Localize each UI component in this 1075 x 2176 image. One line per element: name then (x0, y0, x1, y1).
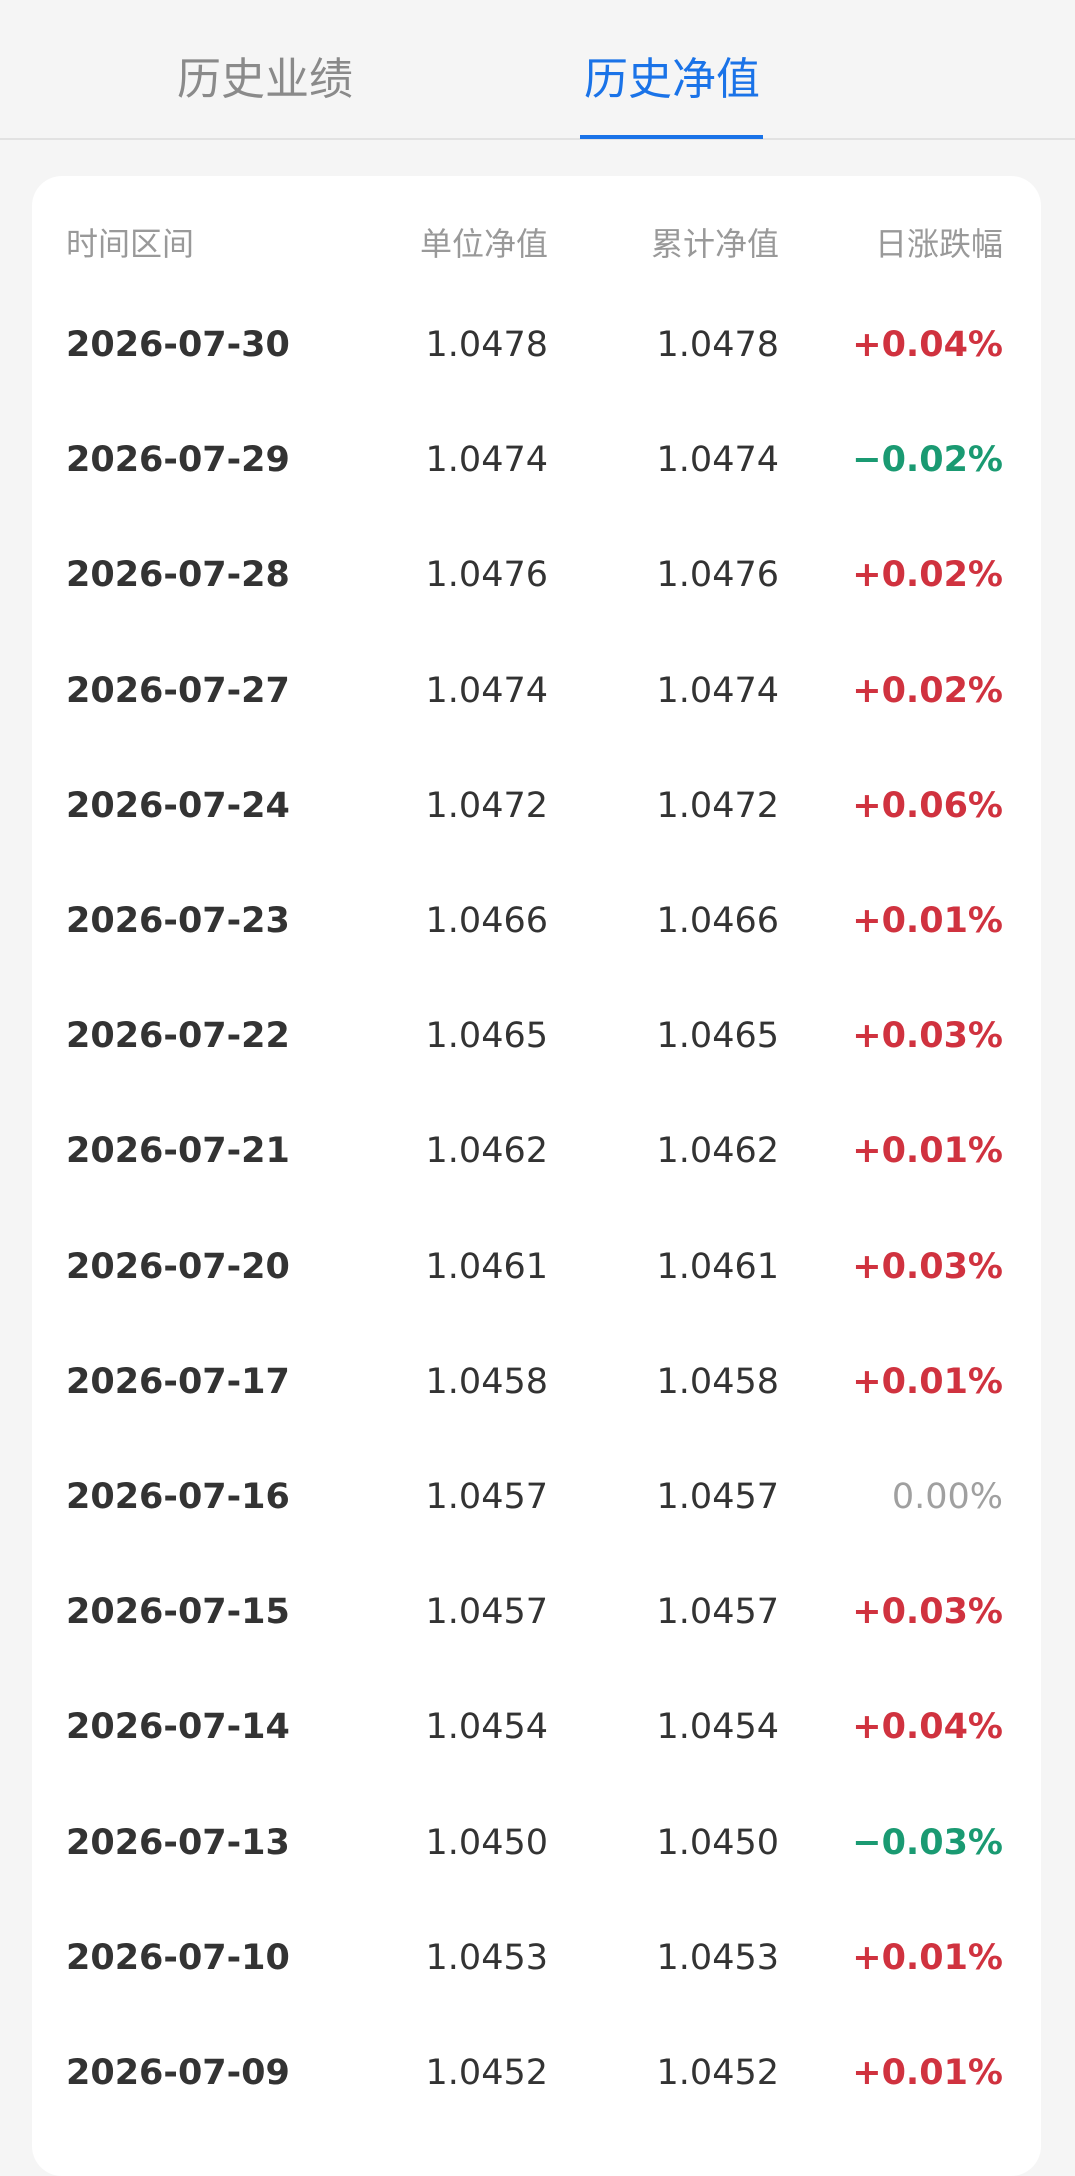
screen: 历史业绩 历史净值 时间区间 单位净值 累计净值 日涨跌幅 2026-07-30 1.04… (0, 0, 1075, 2093)
nav-table: 时间区间 单位净值 累计净值 日涨跌幅 2026-07-30 1.0478 1.0478 +0… (32, 176, 1041, 2176)
nav-value: 1.0453 (656, 1937, 779, 1978)
table-row[interactable]: 2026-07-15 1.0457 1.0457 +0.03% (32, 1582, 1041, 1642)
nav-value: 1.0454 (656, 1707, 779, 1748)
table-row[interactable]: 2026-07-09 1.0452 1.0452 +0.01% (32, 2043, 1041, 2103)
daily-change: +0.01% (852, 2053, 1003, 2093)
daily-change: +0.03% (852, 1016, 1003, 1057)
table-row[interactable]: 2026-07-24 1.0472 1.0472 +0.06% (32, 776, 1041, 836)
header-cell: 日涨跌幅 (874, 225, 1003, 263)
table-row[interactable]: 2026-07-14 1.0454 1.0454 +0.04% (32, 1697, 1041, 1757)
nav-value: 1.0462 (425, 1131, 548, 1172)
nav-value: 1.0450 (425, 1822, 548, 1863)
date: 2026-07-09 (66, 2053, 290, 2093)
table-row[interactable]: 2026-07-21 1.0462 1.0462 +0.01% (32, 1121, 1041, 1181)
table-row[interactable]: 2026-07-13 1.0450 1.0450 −0.03% (32, 1813, 1041, 1873)
daily-change: 0.00% (891, 1477, 1003, 1517)
nav-value: 1.0457 (656, 1592, 779, 1633)
table-row[interactable]: 2026-07-28 1.0476 1.0476 +0.02% (32, 545, 1041, 605)
daily-change: +0.04% (852, 1707, 1003, 1748)
nav-value: 1.0457 (425, 1477, 548, 1517)
nav-value: 1.0472 (425, 785, 548, 826)
nav-value: 1.0476 (656, 555, 779, 596)
daily-change: +0.03% (852, 1246, 1003, 1287)
daily-change: +0.01% (852, 1937, 1003, 1978)
date: 2026-07-10 (66, 1937, 290, 1978)
nav-value: 1.0452 (425, 2053, 548, 2093)
header-cell: 时间区间 (66, 225, 195, 263)
date: 2026-07-17 (66, 1361, 290, 1402)
nav-value: 1.0472 (656, 785, 779, 826)
date: 2026-07-28 (66, 555, 290, 596)
table-row[interactable]: 2026-07-20 1.0461 1.0461 +0.03% (32, 1237, 1041, 1297)
date: 2026-07-23 (66, 901, 290, 941)
nav-value: 1.0457 (425, 1592, 548, 1633)
nav-value: 1.0450 (656, 1822, 779, 1863)
table-row[interactable]: 2026-07-17 1.0458 1.0458 +0.01% (32, 1352, 1041, 1412)
daily-change: +0.03% (852, 1592, 1003, 1633)
nav-value: 1.0465 (656, 1016, 779, 1057)
table-row[interactable]: 2026-07-30 1.0478 1.0478 +0.04% (32, 315, 1041, 375)
nav-value: 1.0474 (425, 440, 548, 481)
date: 2026-07-22 (66, 1016, 290, 1057)
table-row[interactable]: 2026-07-27 1.0474 1.0474 +0.02% (32, 661, 1041, 721)
daily-change: −0.03% (852, 1822, 1003, 1863)
nav-value: 1.0458 (656, 1361, 779, 1402)
nav-value: 1.0453 (425, 1937, 548, 1978)
nav-value: 1.0452 (656, 2053, 779, 2093)
nav-value: 1.0465 (425, 1016, 548, 1057)
tab-bar: 历史业绩 历史净值 (0, 0, 1075, 140)
table-row[interactable]: 2026-07-10 1.0453 1.0453 +0.01% (32, 1928, 1041, 1988)
table-row[interactable]: 2026-07-29 1.0474 1.0474 −0.02% (32, 430, 1041, 490)
daily-change: +0.02% (852, 555, 1003, 596)
nav-value: 1.0474 (656, 440, 779, 481)
nav-value: 1.0474 (656, 670, 779, 711)
nav-value: 1.0457 (656, 1477, 779, 1517)
header-cell: 单位净值 (419, 225, 548, 263)
nav-value: 1.0454 (425, 1707, 548, 1748)
nav-value: 1.0476 (425, 555, 548, 596)
daily-change: +0.06% (852, 785, 1003, 826)
nav-value: 1.0466 (425, 901, 548, 941)
daily-change: −0.02% (852, 440, 1003, 481)
date: 2026-07-16 (66, 1477, 290, 1517)
nav-value: 1.0478 (425, 325, 548, 365)
tab-active[interactable]: 历史净值 (584, 54, 760, 105)
table-header: 时间区间 单位净值 累计净值 日涨跌幅 (32, 214, 1041, 274)
table-row[interactable]: 2026-07-23 1.0466 1.0466 +0.01% (32, 891, 1041, 951)
table-row[interactable]: 2026-07-16 1.0457 1.0457 0.00% (32, 1467, 1041, 1527)
nav-value: 1.0458 (425, 1361, 548, 1402)
nav-value: 1.0462 (656, 1131, 779, 1172)
daily-change: +0.02% (852, 670, 1003, 711)
date: 2026-07-27 (66, 670, 290, 711)
daily-change: +0.04% (852, 325, 1003, 365)
nav-value: 1.0478 (656, 325, 779, 365)
date: 2026-07-30 (66, 325, 290, 365)
daily-change: +0.01% (852, 901, 1003, 941)
date: 2026-07-24 (66, 785, 290, 826)
date: 2026-07-14 (66, 1707, 290, 1748)
date: 2026-07-20 (66, 1246, 290, 1287)
date: 2026-07-29 (66, 440, 290, 481)
nav-value: 1.0474 (425, 670, 548, 711)
nav-value: 1.0466 (656, 901, 779, 941)
daily-change: +0.01% (852, 1361, 1003, 1402)
tab-indicator (580, 135, 763, 139)
daily-change: +0.01% (852, 1131, 1003, 1172)
nav-value: 1.0461 (425, 1246, 548, 1287)
header-cell: 累计净值 (650, 225, 779, 263)
tab[interactable]: 历史业绩 (177, 54, 353, 105)
date: 2026-07-15 (66, 1592, 290, 1633)
table-row[interactable]: 2026-07-22 1.0465 1.0465 +0.03% (32, 1006, 1041, 1066)
page: 历史净值 {"tabs": ["历史业绩", "历史净值"], "table":… (0, 0, 1075, 2093)
date: 2026-07-21 (66, 1131, 290, 1172)
nav-value: 1.0461 (656, 1246, 779, 1287)
date: 2026-07-13 (66, 1822, 290, 1863)
